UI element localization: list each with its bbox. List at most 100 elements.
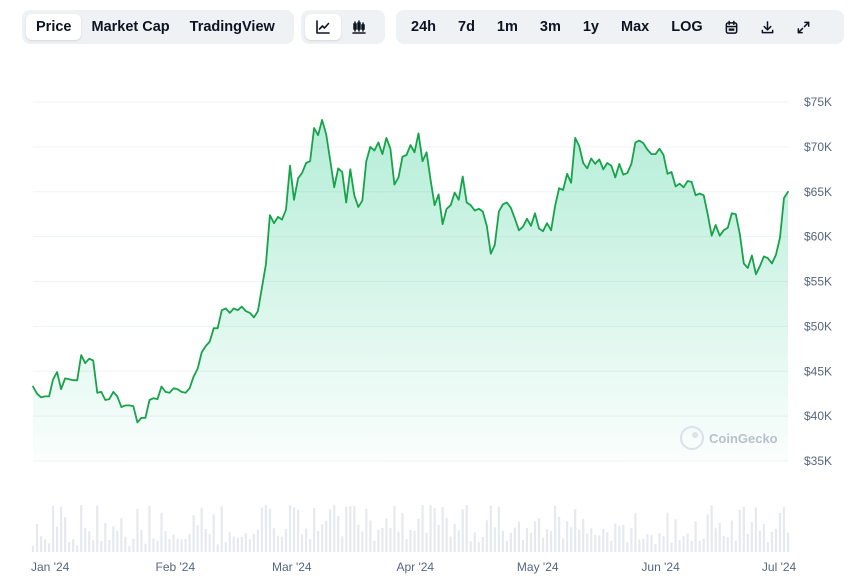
- volume-bar: [730, 520, 733, 552]
- volume-bar: [47, 543, 51, 552]
- volume-bar: [96, 505, 99, 552]
- volume-bar: [232, 536, 235, 552]
- volume-bar: [204, 529, 207, 552]
- volume-bar: [449, 536, 452, 552]
- volume-bar: [55, 526, 59, 552]
- volume-bar: [196, 525, 199, 552]
- volume-bar: [758, 530, 761, 552]
- volume-bar: [160, 512, 163, 552]
- coingecko-logo-icon: [680, 426, 704, 450]
- volume-bar: [212, 514, 215, 552]
- volume-bar: [256, 529, 259, 552]
- volume-bar: [84, 527, 87, 552]
- range-24h-button[interactable]: 24h: [411, 19, 436, 35]
- range-1m-button[interactable]: 1m: [496, 19, 518, 35]
- volume-bar: [417, 518, 420, 552]
- volume-bar: [260, 507, 264, 552]
- volume-bar: [421, 505, 424, 552]
- volume-bar: [309, 539, 312, 552]
- range-7d-button[interactable]: 7d: [458, 19, 475, 35]
- range-1y-button[interactable]: 1y: [582, 19, 599, 35]
- date-range-button[interactable]: [714, 14, 750, 40]
- fullscreen-button[interactable]: [786, 14, 822, 40]
- volume-bar: [465, 505, 468, 552]
- tab-price[interactable]: Price: [26, 14, 82, 40]
- y-tick-label: $70K: [804, 140, 832, 154]
- download-icon: [761, 20, 774, 33]
- volume-bar: [184, 538, 187, 552]
- volume-bar: [108, 539, 111, 552]
- volume-bar: [473, 532, 476, 552]
- calendar-icon: [725, 20, 738, 34]
- volume-bar: [397, 531, 400, 552]
- volume-bar: [112, 526, 115, 552]
- volume-bar: [132, 538, 135, 552]
- chart-view-tabs: Price Market Cap TradingView: [22, 10, 294, 44]
- volume-bar: [574, 509, 577, 552]
- volume-bar: [553, 505, 557, 552]
- volume-bar: [610, 540, 613, 552]
- volume-bar: [770, 531, 774, 552]
- log-scale-button[interactable]: LOG: [671, 19, 703, 35]
- x-tick-label: Apr '24: [396, 560, 434, 574]
- x-tick-label: Jun '24: [641, 560, 680, 574]
- watermark-text: CoinGecko: [709, 431, 778, 446]
- volume-bar: [545, 529, 549, 552]
- volume-bar: [136, 508, 139, 552]
- volume-bar: [778, 512, 782, 552]
- volume-bar: [762, 523, 766, 552]
- volume-bar: [445, 518, 448, 552]
- volume-bar: [521, 539, 525, 552]
- volume-bar: [228, 532, 231, 552]
- volume-bar: [742, 506, 745, 552]
- volume-bar: [702, 538, 705, 552]
- volume-bar: [200, 507, 203, 552]
- volume-bar: [144, 543, 147, 552]
- volume-bar: [276, 535, 280, 552]
- x-tick-label: Jan '24: [31, 560, 70, 574]
- volume-bar: [533, 521, 537, 552]
- range-max-button[interactable]: Max: [621, 19, 650, 35]
- volume-bars: [31, 505, 790, 552]
- volume-bar: [658, 533, 661, 552]
- download-button[interactable]: [750, 14, 786, 40]
- candlestick-chart-button[interactable]: [341, 14, 377, 40]
- volume-bar: [782, 507, 786, 552]
- volume-bar: [39, 536, 43, 552]
- volume-bar: [64, 517, 67, 552]
- volume-bar: [292, 507, 296, 552]
- volume-bar: [493, 527, 496, 552]
- volume-bar: [413, 530, 416, 552]
- volume-bar: [60, 506, 63, 552]
- volume-bar: [594, 534, 597, 552]
- volume-bar: [666, 512, 669, 552]
- volume-bar: [288, 505, 292, 552]
- volume-bar: [433, 508, 436, 552]
- volume-bar: [481, 536, 484, 552]
- line-chart-icon: [316, 20, 330, 34]
- volume-bar: [68, 541, 71, 552]
- volume-bar: [614, 523, 617, 552]
- volume-bar: [786, 532, 790, 552]
- price-line: [32, 119, 789, 424]
- volume-bar: [296, 509, 300, 552]
- tab-market-cap[interactable]: Market Cap: [91, 19, 170, 35]
- line-chart-button[interactable]: [305, 14, 341, 40]
- volume-bar: [586, 533, 589, 552]
- coingecko-logo-eye: [692, 432, 698, 438]
- volume-bar: [429, 505, 432, 552]
- volume-bar: [152, 538, 155, 552]
- volume-bar: [116, 530, 119, 552]
- tab-tradingview[interactable]: TradingView: [189, 19, 275, 35]
- volume-bar: [630, 528, 633, 552]
- range-3m-button[interactable]: 3m: [539, 19, 561, 35]
- volume-bar: [505, 540, 508, 552]
- volume-bar: [35, 524, 39, 552]
- volume-bar: [389, 528, 392, 552]
- volume-bar: [88, 531, 91, 552]
- volume-bar: [513, 527, 517, 552]
- volume-bar: [357, 524, 360, 552]
- volume-bar: [401, 512, 404, 552]
- volume-bar: [369, 520, 372, 552]
